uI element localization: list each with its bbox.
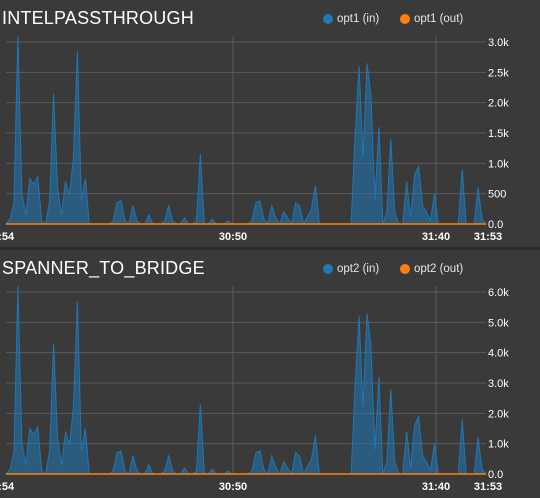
y-tick-label: 1.0k	[488, 158, 509, 170]
traffic-panel-intelpassthrough: INTELPASSTHROUGH opt1 (in) opt1 (out) 0.…	[0, 0, 540, 248]
y-tick-label: 2.5k	[488, 67, 509, 79]
x-tick-label: 31:53	[474, 481, 502, 493]
legend-in-label: opt1 (in)	[337, 13, 380, 25]
legend-in-label: opt2 (in)	[337, 263, 380, 275]
y-tick-label: 1.0k	[488, 439, 509, 451]
panel-title: INTELPASSTHROUGH	[2, 8, 194, 28]
x-tick-label: 29:54	[0, 481, 15, 493]
y-tick-label: 500	[488, 189, 506, 201]
y-tick-label: 2.0k	[488, 408, 509, 420]
x-tick-label: 31:53	[474, 231, 502, 243]
series-in-area	[4, 285, 488, 476]
legend-out-label: opt2 (out)	[414, 263, 464, 275]
y-tick-label: 0.0	[488, 469, 503, 481]
x-tick-label: 31:40	[422, 481, 450, 493]
y-tick-label: 1.5k	[488, 128, 509, 140]
y-tick-label: 3.0k	[488, 37, 509, 49]
y-tick-label: 6.0k	[488, 287, 509, 299]
panel-divider	[0, 247, 540, 250]
y-tick-label: 4.0k	[488, 348, 509, 360]
x-tick-label: 30:50	[219, 481, 247, 493]
x-tick-label: 29:54	[0, 231, 15, 243]
traffic-chart: 0.0 500 1.0k 1.5k 2.0k 2.5k 3.0k 29:54 30:50 31:4…	[0, 35, 509, 243]
y-tick-label: 0.0	[488, 219, 503, 231]
legend-out-swatch	[400, 14, 410, 24]
legend-out-swatch	[400, 264, 410, 274]
legend-item-out[interactable]: opt1 (out)	[400, 13, 463, 25]
x-tick-label: 31:40	[422, 231, 450, 243]
legend-item-in[interactable]: opt1 (in)	[323, 13, 379, 25]
traffic-chart: 0.0 1.0k 2.0k 3.0k 4.0k 5.0k 6.0k 29:54 30:50 31:…	[0, 285, 509, 493]
legend-in-swatch	[323, 264, 333, 274]
legend-item-in[interactable]: opt2 (in)	[323, 263, 379, 275]
series-in-area	[4, 35, 488, 226]
panel-title: SPANNER_TO_BRIDGE	[2, 258, 205, 278]
y-tick-label: 2.0k	[488, 98, 509, 110]
legend-item-out[interactable]: opt2 (out)	[400, 263, 463, 275]
traffic-panel-spanner-to-bridge: SPANNER_TO_BRIDGE opt2 (in) opt2 (out) 0…	[0, 250, 540, 498]
legend-in-swatch	[323, 14, 333, 24]
y-tick-label: 5.0k	[488, 317, 509, 329]
legend-out-label: opt1 (out)	[414, 13, 464, 25]
y-tick-label: 3.0k	[488, 378, 509, 390]
x-tick-label: 30:50	[219, 231, 247, 243]
